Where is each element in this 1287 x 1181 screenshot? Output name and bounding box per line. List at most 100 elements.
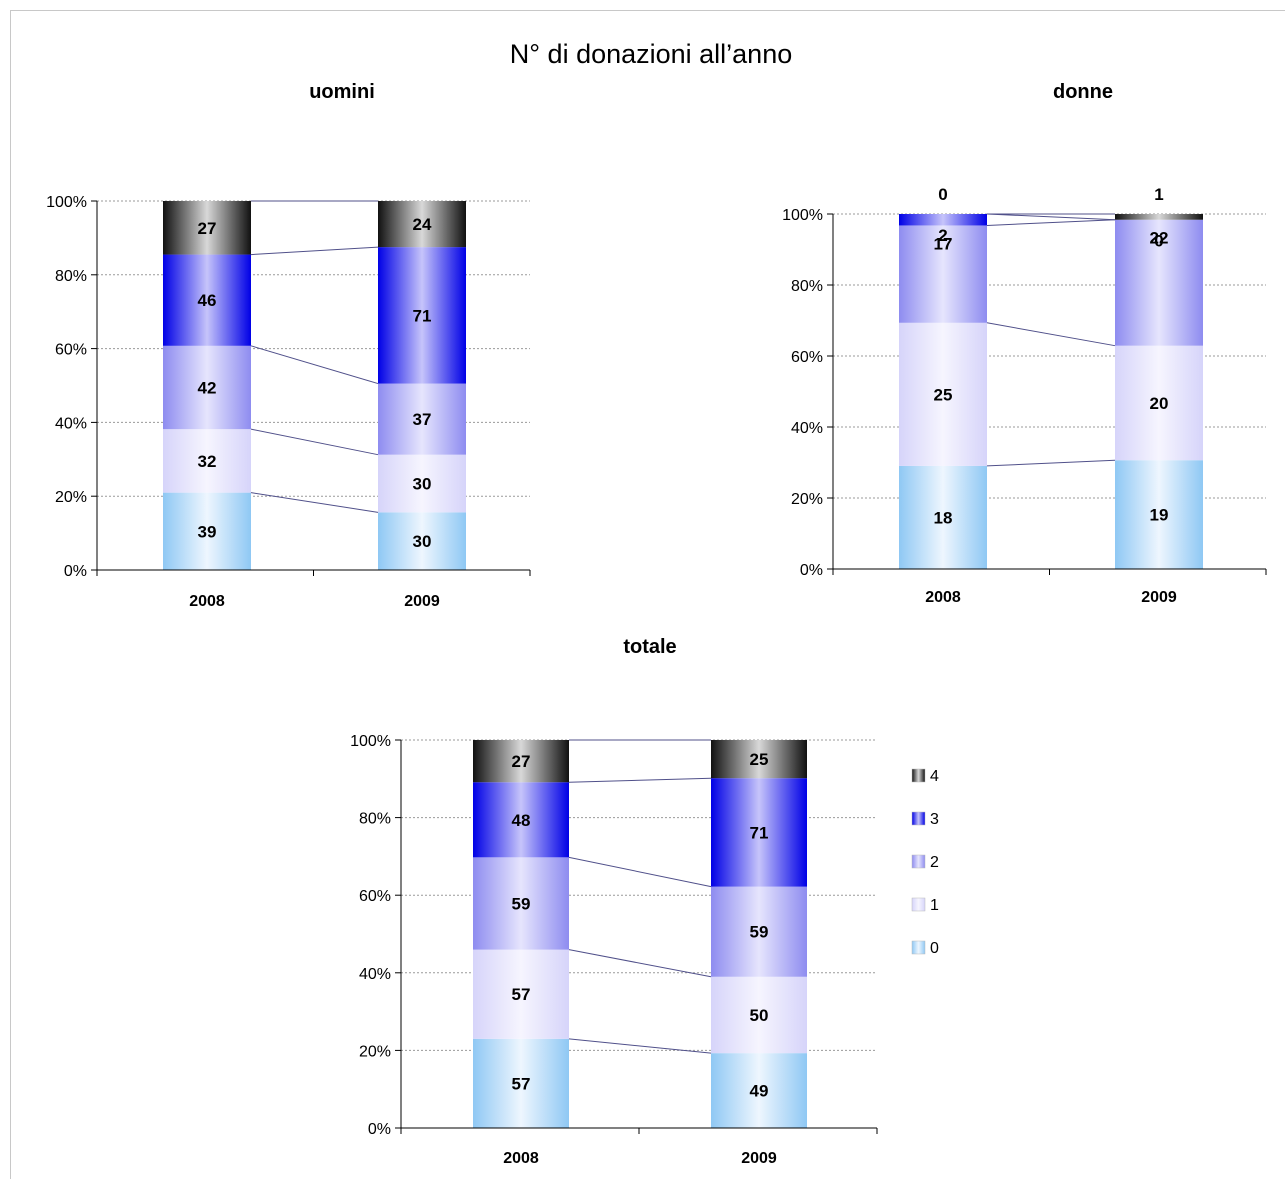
bar-segment-totale-2008-s1	[473, 949, 569, 1039]
series-line	[250, 492, 379, 513]
data-label: 46	[198, 291, 217, 310]
legend-swatch	[911, 811, 926, 826]
x-tick-label: 2009	[1141, 589, 1177, 606]
bar-segment-uomini-2009-s2	[378, 383, 466, 455]
bar-segment-uomini-2009-s3	[378, 247, 466, 384]
bar-segment-donne-2009-s2	[1115, 219, 1203, 346]
chart-frame	[10, 10, 1285, 1179]
data-label: 39	[198, 522, 217, 541]
legend-swatch	[911, 768, 926, 783]
y-tick-label: 40%	[791, 420, 823, 437]
x-tick-label: 2008	[503, 1150, 539, 1167]
series-line	[986, 459, 1116, 467]
y-tick-label: 20%	[359, 1043, 391, 1060]
bar-segment-uomini-2008-s1	[163, 429, 251, 493]
data-label: 24	[413, 215, 432, 234]
series-line	[250, 246, 379, 256]
chart-uomini: uomini 0% 20% 40% 60% 80% 100% 39 32 42 46 27 2008 30…	[46, 81, 531, 610]
data-label: 0	[938, 185, 947, 204]
data-label: 18	[934, 508, 953, 527]
legend-label: 0	[930, 940, 939, 957]
bar-segment-totale-2009-s1	[711, 976, 807, 1054]
legend-swatch	[911, 897, 926, 912]
bar-segment-uomini-2009-s1	[378, 454, 466, 513]
y-tick-label: 0%	[368, 1121, 391, 1138]
y-tick-label: 0%	[800, 562, 823, 579]
chart-subtitle: totale	[623, 636, 676, 658]
y-tick-label: 80%	[359, 811, 391, 828]
y-tick-label: 100%	[782, 207, 823, 224]
y-tick-label: 100%	[46, 194, 87, 211]
x-tick-label: 2008	[189, 593, 225, 610]
y-tick-label: 60%	[791, 349, 823, 366]
data-label: 30	[413, 532, 432, 551]
series-line	[568, 1038, 712, 1054]
legend-swatch	[911, 854, 926, 869]
x-tick-label: 2009	[741, 1150, 777, 1167]
data-label: 42	[198, 378, 217, 397]
series-line	[986, 213, 1116, 221]
series-line	[568, 856, 712, 888]
bar-segment-totale-2009-s2	[711, 886, 807, 977]
bar-segment-uomini-2009-s4	[378, 201, 466, 248]
y-tick-label: 20%	[55, 489, 87, 506]
series-line	[986, 322, 1116, 347]
bar-segment-donne-2008-s0	[899, 465, 987, 569]
y-tick-label: 20%	[791, 491, 823, 508]
y-tick-label: 0%	[64, 563, 87, 580]
chart-subtitle: uomini	[309, 81, 375, 103]
bar-segment-totale-2009-s3	[711, 778, 807, 887]
data-label: 57	[512, 1074, 531, 1093]
data-label: 30	[413, 475, 432, 494]
data-label: 20	[1150, 394, 1169, 413]
bar-segment-totale-2008-s4	[473, 740, 569, 783]
y-tick-label: 60%	[55, 342, 87, 359]
bar-segment-donne-2009-s4	[1115, 214, 1203, 220]
data-label: 57	[512, 985, 531, 1004]
bar-segment-totale-2009-s4	[711, 740, 807, 779]
data-label: 25	[750, 750, 769, 769]
data-label: 22	[1150, 229, 1169, 248]
y-tick-label: 40%	[55, 415, 87, 432]
data-label: 27	[512, 752, 531, 771]
data-label: 19	[1150, 506, 1169, 525]
y-tick-label: 80%	[791, 278, 823, 295]
series-line	[250, 345, 379, 385]
data-label: 32	[198, 452, 217, 471]
data-label: 49	[750, 1082, 769, 1101]
series-line	[568, 949, 712, 978]
chart-title: N° di donazioni all’anno	[510, 39, 793, 69]
bar-segment-uomini-2008-s4	[163, 201, 251, 255]
legend-label: 1	[930, 897, 939, 914]
data-label: 71	[750, 823, 769, 842]
bar-segment-totale-2008-s0	[473, 1038, 569, 1128]
bar-segment-donne-2008-s1	[899, 322, 987, 466]
bar-segment-donne-2008-s3	[899, 214, 987, 226]
y-tick-label: 60%	[359, 888, 391, 905]
data-label: 2	[938, 226, 947, 245]
bar-segment-uomini-2008-s3	[163, 254, 251, 346]
series-line	[568, 777, 712, 783]
chart-donne: donne0%20%40%60%80%100%18251720200819202…	[782, 81, 1267, 606]
data-label: 25	[934, 385, 953, 404]
series-line	[250, 428, 379, 456]
data-label: 50	[750, 1006, 769, 1025]
chart-totale: totale 0% 20% 40% 60% 80% 100% 57 57 59 48 27 2008 49…	[350, 636, 939, 1167]
bar-segment-totale-2008-s3	[473, 782, 569, 858]
bar-segment-totale-2009-s0	[711, 1053, 807, 1128]
bar-segment-donne-2008-s2	[899, 225, 987, 323]
data-label: 59	[512, 894, 531, 913]
bar-segment-donne-2009-s0	[1115, 460, 1203, 569]
data-label: 48	[512, 811, 531, 830]
data-label: 17	[934, 234, 953, 253]
data-label: 0	[1154, 232, 1163, 251]
legend: 4 3 2 1 0	[911, 768, 939, 957]
x-tick-label: 2009	[404, 593, 440, 610]
data-label: 59	[750, 923, 769, 942]
y-tick-label: 100%	[350, 733, 391, 750]
chart-subtitle: donne	[1053, 81, 1113, 103]
data-label: 1	[1154, 185, 1163, 204]
data-label: 27	[198, 219, 217, 238]
y-tick-label: 80%	[55, 268, 87, 285]
